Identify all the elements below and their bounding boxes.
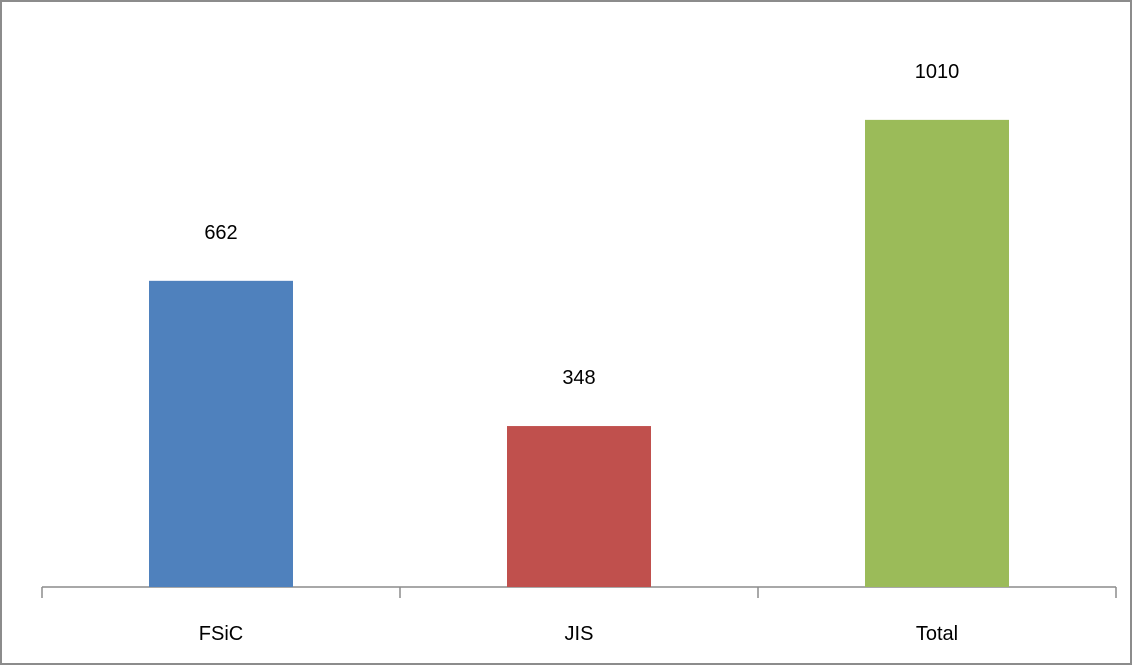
- data-label-total: 1010: [915, 61, 960, 83]
- x-axis: [41, 586, 1117, 598]
- data-label-jis: 348: [562, 367, 595, 389]
- category-label-jis: JIS: [565, 623, 594, 645]
- bar-fsic: [149, 280, 293, 587]
- data-labels: 662 348 1010: [204, 61, 959, 389]
- bars: [149, 119, 1009, 587]
- bar-jis: [507, 426, 651, 587]
- data-label-fsic: 662: [204, 222, 237, 244]
- category-label-fsic: FSiC: [199, 623, 243, 645]
- category-label-total: Total: [916, 623, 958, 645]
- bar-total: [865, 119, 1009, 587]
- category-labels: FSiC JIS Total: [199, 623, 958, 645]
